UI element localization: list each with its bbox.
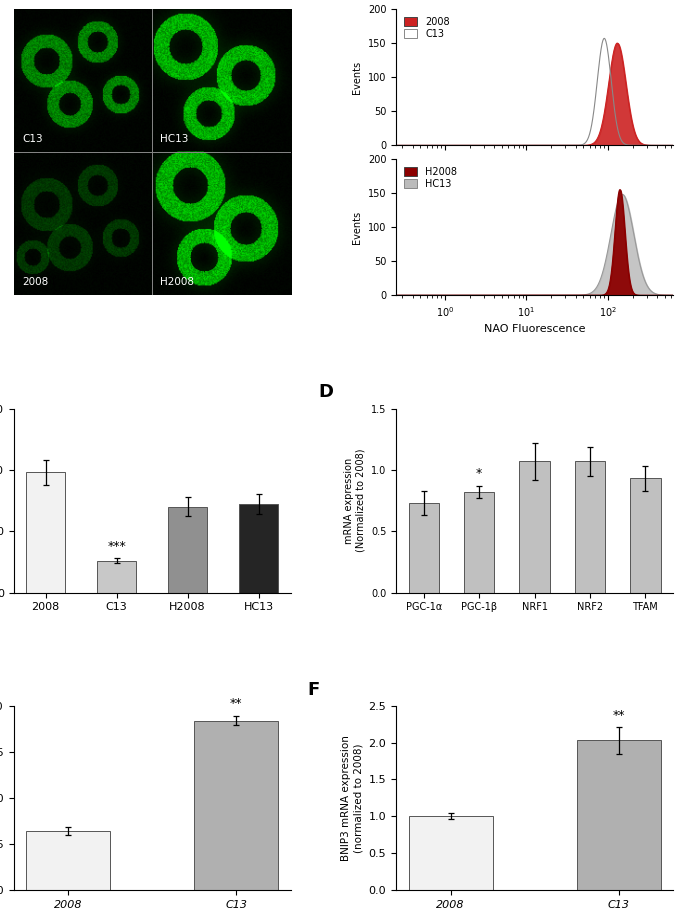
Legend: 2008, C13: 2008, C13 [401,14,453,42]
Text: **: ** [613,709,625,722]
Y-axis label: Events: Events [352,61,362,94]
Bar [464,492,494,593]
Text: HC13: HC13 [160,133,189,143]
Bar [630,479,660,593]
Y-axis label: mRNA expression
(Normalized to 2008): mRNA expression (Normalized to 2008) [344,449,365,552]
Text: H2008: H2008 [160,277,194,287]
Bar [27,831,110,890]
Bar [97,560,136,593]
Bar [520,461,550,593]
Legend: H2008, HC13: H2008, HC13 [401,163,460,192]
Text: C13: C13 [22,133,43,143]
Text: 2008: 2008 [22,277,48,287]
Text: ***: *** [107,539,126,553]
Bar [168,507,207,593]
Bar [409,816,492,890]
Text: *: * [476,468,482,480]
Bar [27,472,65,593]
Text: B: B [346,0,360,4]
Text: **: ** [230,697,242,710]
Y-axis label: Events: Events [352,211,362,243]
Bar [239,504,278,593]
X-axis label: NAO Fluorescence: NAO Fluorescence [484,324,585,334]
Y-axis label: BNIP3 mRNA expression
(normalized to 2008): BNIP3 mRNA expression (normalized to 200… [341,735,363,861]
Bar [577,741,660,890]
Text: D: D [318,383,333,401]
Bar [409,503,439,593]
Bar [194,721,278,890]
Bar [575,461,605,593]
Text: F: F [307,680,320,698]
